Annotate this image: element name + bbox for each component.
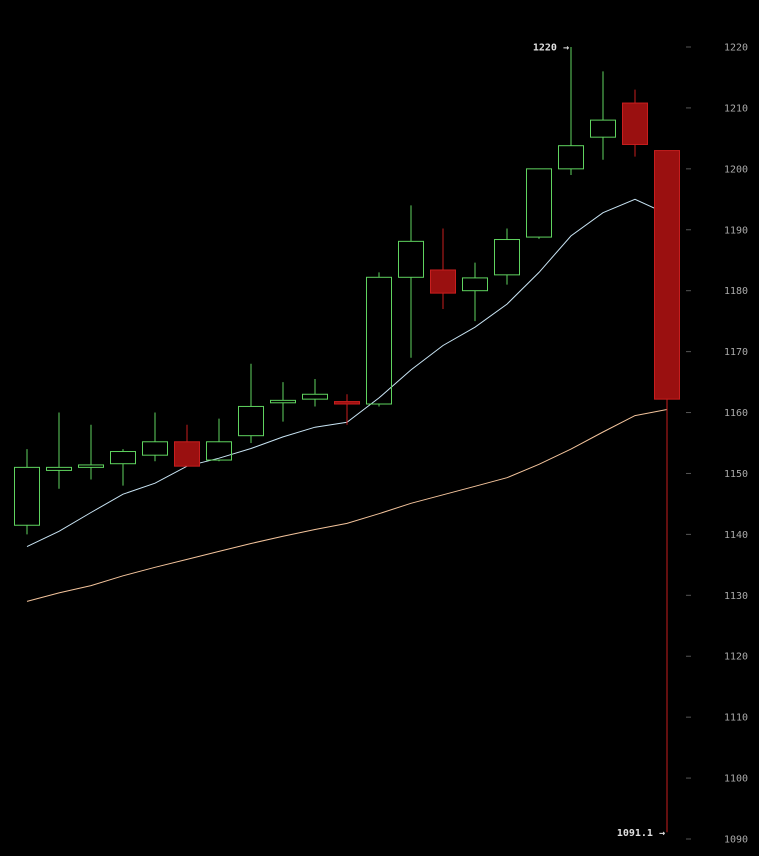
y-tick-label: 1170 [724,347,748,358]
y-tick-label: 1130 [724,591,748,602]
y-tick-label: 1180 [724,286,748,297]
candle-body-up [302,393,328,400]
y-tick-label: 1110 [724,713,748,724]
candle-body-up [78,464,104,468]
candle-body-up [590,119,616,138]
slow-moving-average-line [26,409,668,602]
y-tick-label: 1150 [724,469,748,480]
candle [558,47,584,175]
annotations-layer: 1220 → 1091.1 → [533,43,665,839]
candle-body-down [174,441,200,467]
low-price-annotation: 1091.1 → [617,828,665,839]
candle-body-up [14,466,40,526]
candle-body-up [270,399,296,404]
y-axis: 1090 1100 1110 1120 1130 1140 1150 1160 1170 1180… [686,43,748,846]
candle-body-down [334,401,360,405]
y-tick-label: 1100 [724,774,748,785]
candle [526,168,552,239]
candle [590,71,616,160]
candle-body-up [142,441,168,456]
candle [494,228,520,285]
y-tick-label: 1210 [724,103,748,114]
candle [302,379,328,407]
candle [46,412,72,489]
candle [430,228,456,309]
candle-body-up [398,240,424,278]
candle [622,89,648,157]
y-tick-label: 1120 [724,652,748,663]
candle [238,363,264,443]
candle [334,394,360,425]
high-price-annotation: 1220 → [533,43,569,54]
candle-body-up [238,405,264,437]
candle-body-down [654,150,680,400]
candle [142,412,168,462]
candle-body-up [110,451,136,465]
candle [654,150,680,833]
candle [110,449,136,486]
candles-layer [14,47,680,833]
candle [174,424,200,467]
candle [398,205,424,358]
candle [78,424,104,480]
fast-moving-average-line [26,198,668,548]
candle [270,382,296,422]
candle [14,449,40,535]
candle-body-up [526,168,552,238]
candle-body-up [558,145,584,170]
y-tick-label: 1190 [724,225,748,236]
candle [366,272,392,407]
candle-body-down [430,269,456,294]
candle [462,262,488,322]
candle-body-up [46,466,72,471]
y-tick-label: 1160 [724,408,748,419]
y-tick-label: 1200 [724,164,748,175]
candle-body-up [206,441,232,461]
candle-body-up [494,239,520,276]
candle-body-down [622,102,648,145]
candle-body-up [462,277,488,292]
y-tick-label: 1140 [724,530,748,541]
candle [206,418,232,462]
y-tick-label: 1090 [724,835,748,846]
y-tick-label: 1220 [724,43,748,54]
candle-body-up [366,276,392,405]
